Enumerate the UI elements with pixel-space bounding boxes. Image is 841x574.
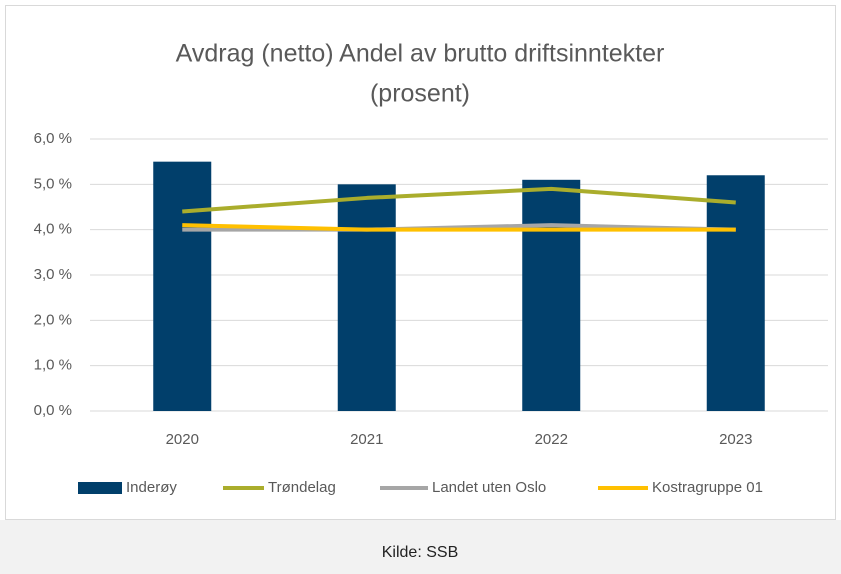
legend-label: Landet uten Oslo [432,479,546,496]
bar [522,179,581,411]
y-tick-label: 0,0 % [34,402,72,419]
y-tick-label: 2,0 % [34,311,72,328]
bar [153,161,212,411]
chart-title: Avdrag (netto) Andel av brutto driftsinn… [176,40,665,68]
legend-swatch [78,482,122,494]
y-tick-label: 5,0 % [34,175,72,192]
legend-label: Inderøy [126,479,177,496]
line-series [182,223,736,232]
caption: Kilde: SSB [382,544,458,561]
x-tick-label: 2022 [535,431,568,448]
chart-title: (prosent) [370,80,470,108]
y-tick-label: 1,0 % [34,357,72,374]
legend-label: Trøndelag [268,479,336,496]
y-tick-label: 4,0 % [34,221,72,238]
line-series [182,186,736,214]
y-tick-label: 6,0 % [34,130,72,147]
caption-band [0,520,841,574]
legend-label: Kostragruppe 01 [652,479,763,496]
y-tick-label: 3,0 % [34,266,72,283]
bar [337,184,396,411]
x-tick-label: 2020 [166,431,199,448]
bar [706,175,765,411]
x-tick-label: 2021 [350,431,383,448]
x-tick-label: 2023 [719,431,752,448]
line-series [182,223,736,232]
chart-frame [5,5,836,520]
